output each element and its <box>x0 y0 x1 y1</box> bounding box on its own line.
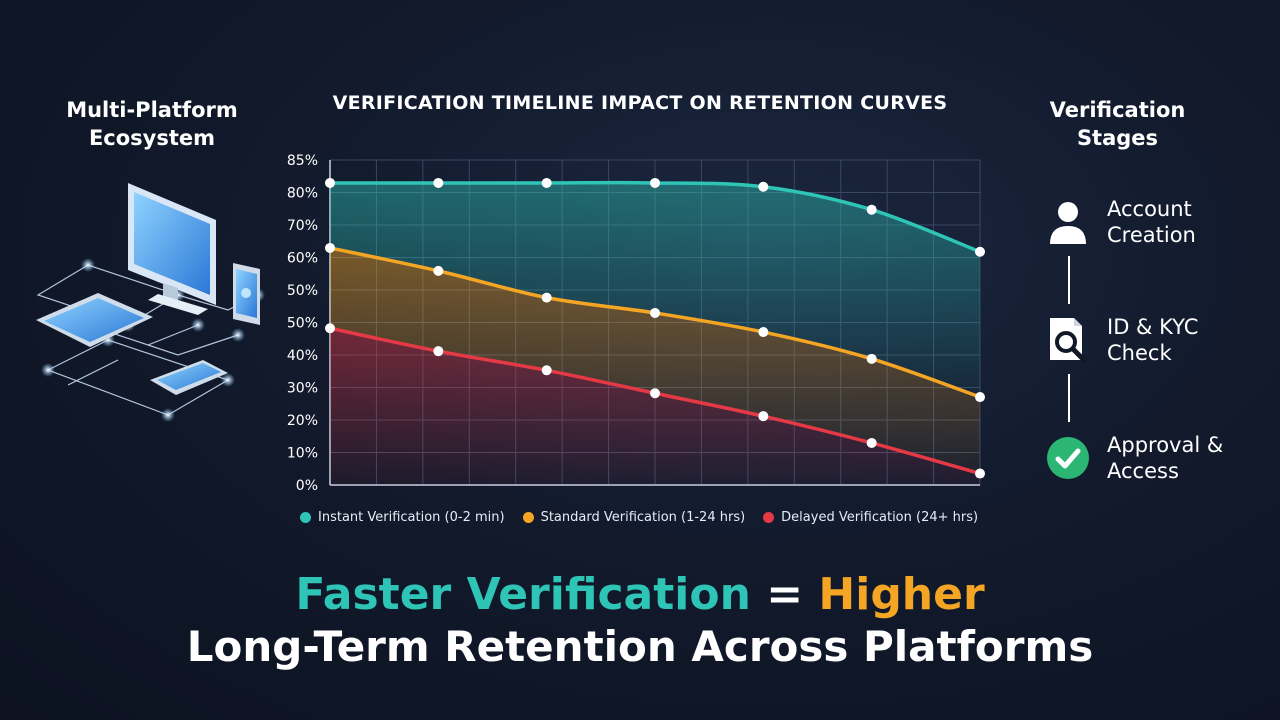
stage-kyc-label: ID & KYC Check <box>1107 314 1198 366</box>
stages-title-line1: Verification <box>1049 98 1186 122</box>
chart-legend: Instant Verification (0-2 min) Standard V… <box>300 510 1000 525</box>
data-point-instant <box>758 181 769 192</box>
data-point-standard <box>325 242 335 253</box>
legend-item-delayed: Delayed Verification (24+ hrs) <box>763 510 978 525</box>
data-point-delayed <box>325 323 335 334</box>
stage-connector-1 <box>1068 256 1070 304</box>
stages-title: Verification Stages <box>1030 96 1205 152</box>
legend-dot <box>300 512 311 523</box>
stage-account-line2: Creation <box>1107 223 1196 247</box>
document-search-icon <box>1045 317 1091 363</box>
data-point-delayed <box>758 411 769 422</box>
y-tick-label: 10% <box>287 446 318 462</box>
ecosystem-title: Multi-Platform Ecosystem <box>52 96 252 152</box>
user-icon <box>1045 199 1091 245</box>
ecosystem-title-line1: Multi-Platform <box>66 98 238 122</box>
legend-label: Instant Verification (0-2 min) <box>318 510 505 525</box>
data-point-standard <box>433 265 444 276</box>
stage-kyc-line2: Check <box>1107 341 1172 365</box>
legend-dot <box>763 512 775 523</box>
tablet-icon <box>36 293 153 347</box>
data-point-standard <box>758 327 769 338</box>
stage-approval-line2: Access <box>1107 459 1179 483</box>
y-tick-label: 50% <box>287 283 318 299</box>
stage-approval-label: Approval & Access <box>1107 432 1223 484</box>
data-point-instant <box>650 177 660 188</box>
stage-connector-2 <box>1068 374 1070 422</box>
y-tick-label: 70% <box>287 218 318 234</box>
stage-account-line1: Account <box>1107 197 1192 221</box>
y-tick-label: 50% <box>287 316 318 332</box>
data-point-instant <box>325 177 335 188</box>
legend-label: Delayed Verification (24+ hrs) <box>781 510 979 525</box>
headline: Faster Verification = Higher <box>0 568 1280 622</box>
area-standard <box>330 247 980 474</box>
y-tick-label: 20% <box>287 413 318 429</box>
data-point-standard <box>866 353 877 364</box>
legend-label: Standard Verification (1-24 hrs) <box>540 510 746 525</box>
data-point-delayed <box>650 388 660 399</box>
y-tick-label: 40% <box>287 348 318 364</box>
stage-account-label: Account Creation <box>1107 196 1196 248</box>
ecosystem-title-line2: Ecosystem <box>88 126 216 150</box>
y-tick-label: 30% <box>287 381 318 397</box>
y-tick-label: 60% <box>287 251 318 267</box>
data-point-instant <box>866 204 877 215</box>
data-point-standard <box>975 392 985 403</box>
stage-approval-line1: Approval & <box>1107 433 1224 457</box>
headline-faster: Faster Verification <box>295 569 751 620</box>
data-point-delayed <box>866 437 877 448</box>
stages-title-line2: Stages <box>1076 126 1159 150</box>
area-delayed <box>330 328 980 485</box>
small-phone-icon <box>150 360 228 395</box>
stage-account-creation: Account Creation <box>1045 196 1265 248</box>
multi-device-illustration <box>36 183 265 422</box>
check-circle-icon <box>1045 435 1091 481</box>
data-point-standard <box>650 307 660 318</box>
y-tick-label: 85% <box>287 153 318 169</box>
stage-kyc-line1: ID & KYC <box>1107 315 1199 339</box>
data-point-instant <box>975 246 985 257</box>
legend-item-instant: Instant Verification (0-2 min) <box>300 510 505 525</box>
data-point-instant <box>433 177 444 188</box>
chart-title: VERIFICATION TIMELINE IMPACT ON RETENTIO… <box>332 92 948 114</box>
data-point-instant <box>541 177 552 188</box>
headline-higher: Higher <box>818 569 985 620</box>
legend-item-standard: Standard Verification (1-24 hrs) <box>522 510 746 525</box>
circuit-lines <box>36 264 259 416</box>
headline-equals: = <box>750 569 819 620</box>
data-point-delayed <box>433 346 444 357</box>
stage-id-kyc-check: ID & KYC Check <box>1045 314 1265 366</box>
legend-dot <box>522 512 534 523</box>
y-tick-label: 80% <box>287 186 318 202</box>
phone-icon <box>233 263 260 325</box>
stage-approval-access: Approval & Access <box>1045 432 1265 484</box>
retention-chart: 85% 80% 70% 60% 50% 50% 40% 30% 20% 10% 0% <box>287 153 985 494</box>
data-point-delayed <box>541 365 552 376</box>
headline-subline: Long-Term Retention Across Platforms <box>186 622 1094 671</box>
data-point-delayed <box>975 468 985 479</box>
y-tick-label: 0% <box>296 478 318 494</box>
monitor-icon <box>128 183 216 315</box>
glow-nodes <box>41 258 265 422</box>
data-point-standard <box>541 292 552 303</box>
